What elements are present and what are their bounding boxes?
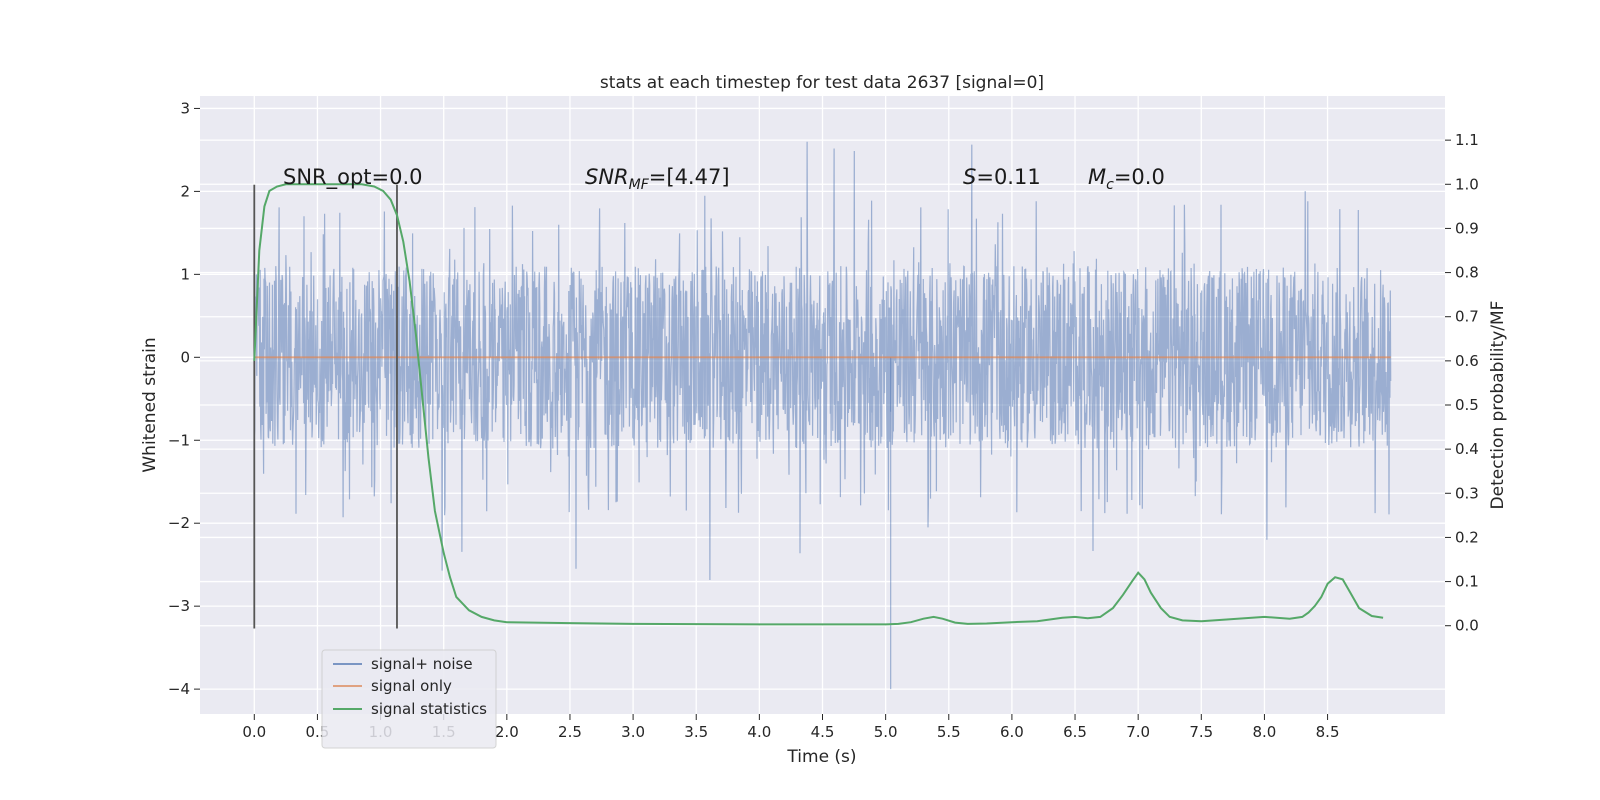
snr-mf-sub: MF [629, 177, 650, 193]
s-value: =0.11 [976, 165, 1040, 189]
mc-sub: c [1106, 177, 1114, 193]
x-tick-label: 6.5 [1063, 723, 1087, 741]
x-tick-label: 3.0 [621, 723, 645, 741]
noise-series [253, 141, 1392, 690]
y-tick-label: −4 [168, 680, 190, 698]
y-right-tick-label: 0.2 [1455, 528, 1479, 546]
y-tick-label: 3 [180, 99, 190, 117]
y-right-tick-label: 0.7 [1455, 308, 1479, 326]
x-tick-label: 7.5 [1189, 723, 1213, 741]
y-right-tick-label: 0.3 [1455, 484, 1479, 502]
legend: signal+ noise signal only signal statist… [321, 649, 497, 749]
legend-box [321, 649, 497, 749]
x-tick-label: 2.0 [495, 723, 519, 741]
y-axis-label: Whitened strain [140, 337, 160, 472]
x-tick-label: 3.5 [684, 723, 708, 741]
snr-opt-annotation: SNR_opt=0.0 [283, 165, 423, 190]
x-tick-label: 8.0 [1253, 723, 1277, 741]
snr-mf-annotation: SNRMF=[4.47] [585, 165, 730, 193]
y-tick-label: −2 [168, 514, 190, 532]
y-right-tick-label: 0.6 [1455, 352, 1479, 370]
stats-line [253, 183, 1384, 626]
x-tick-label: 2.5 [558, 723, 582, 741]
y-right-axis-ticks: 1.1 1.0 0.9 0.8 0.7 0.6 0.5 0.4 0.3 0.2 0.1 0.0 [1445, 131, 1479, 635]
y-tick-label: −3 [168, 597, 190, 615]
y-tick-label: 1 [180, 265, 190, 283]
y-right-tick-label: 1.1 [1455, 131, 1479, 149]
y-axis-ticks: 3 2 1 0 −1 −2 −3 −4 [168, 99, 200, 698]
chart-title: stats at each timestep for test data 263… [600, 73, 1044, 93]
y-right-tick-label: 0.5 [1455, 396, 1479, 414]
x-tick-label: 4.0 [747, 723, 771, 741]
vertical-markers [253, 184, 398, 629]
legend-stats-label: signal statistics [371, 700, 487, 718]
y-right-tick-label: 0.9 [1455, 219, 1479, 237]
stats-series [253, 183, 1384, 626]
y-right-tick-label: 1.0 [1455, 175, 1479, 193]
x-tick-label: 5.5 [937, 723, 961, 741]
x-tick-label: 6.0 [1000, 723, 1024, 741]
x-tick-label: 4.5 [811, 723, 835, 741]
mc-annotation: Mc=0.0 [1088, 165, 1165, 193]
mc-value: =0.0 [1114, 165, 1165, 189]
s-annotation: S=0.11 [963, 165, 1041, 189]
x-tick-label: 7.0 [1126, 723, 1150, 741]
y-right-axis-label: Detection probability/MF [1488, 301, 1508, 510]
y-right-tick-label: 0.0 [1455, 617, 1479, 635]
y-right-tick-label: 0.4 [1455, 440, 1479, 458]
y-right-tick-label: 0.8 [1455, 264, 1479, 282]
y-right-tick-label: 0.1 [1455, 573, 1479, 591]
noise-line [253, 141, 1392, 581]
y-tick-label: 0 [180, 348, 190, 366]
y-tick-label: −1 [168, 431, 190, 449]
y-tick-label: 2 [180, 182, 190, 200]
mc-main: M [1088, 165, 1106, 189]
snr-mf-value: =[4.47] [649, 165, 730, 189]
legend-signal-label: signal only [371, 677, 452, 695]
x-axis-label: Time (s) [786, 747, 856, 767]
snr-mf-main: SNR [585, 165, 629, 189]
x-tick-label: 0.0 [242, 723, 266, 741]
x-tick-label: 5.0 [874, 723, 898, 741]
s-main: S [963, 165, 976, 189]
x-tick-label: 8.5 [1316, 723, 1340, 741]
legend-noise-label: signal+ noise [371, 655, 473, 673]
